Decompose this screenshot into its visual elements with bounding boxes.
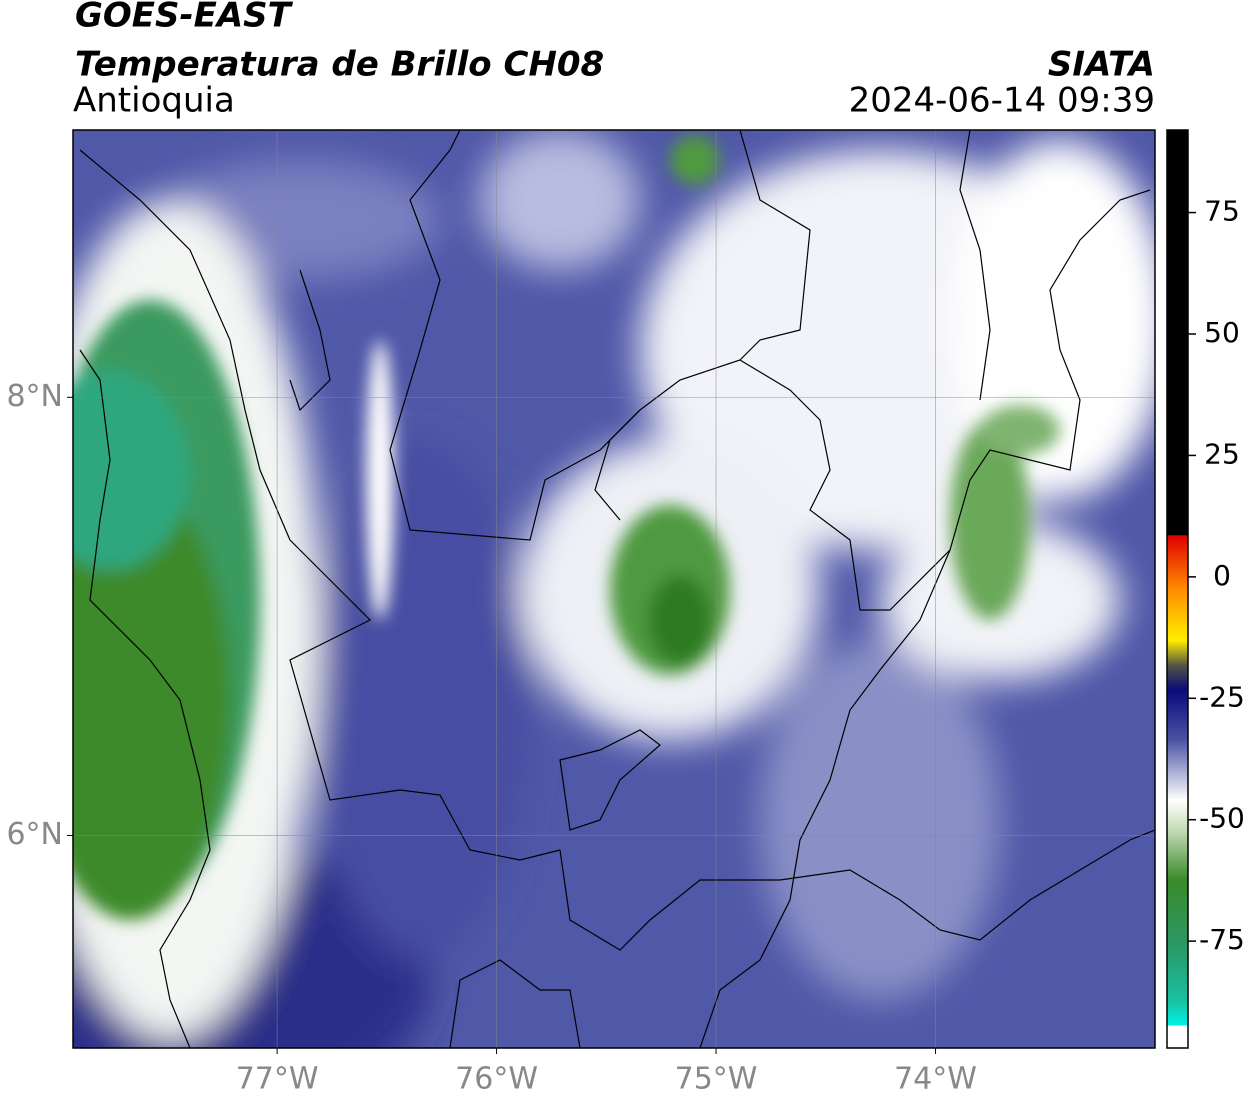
map-frame — [72, 129, 1156, 1049]
colorbar-tick-label: -25 — [1199, 680, 1245, 713]
colorbar-tick-label: 75 — [1204, 195, 1240, 228]
colorbar-tick-label: 50 — [1204, 316, 1240, 349]
lat-tick-label: 6°N — [6, 817, 63, 852]
lon-tick-label: 76°W — [455, 1062, 538, 1097]
agency-label: SIATA — [1048, 45, 1155, 85]
region-label: Antioquia — [73, 81, 235, 121]
colorbar-tick-label: -75 — [1199, 923, 1245, 956]
colorbar — [1166, 129, 1189, 1049]
satellite-field — [73, 130, 1155, 1048]
colorbar-tick-label: -50 — [1199, 802, 1245, 835]
lon-tick-label: 77°W — [236, 1062, 319, 1097]
lon-tick-label: 74°W — [894, 1062, 977, 1097]
source-title: GOES-EAST — [75, 0, 294, 36]
lon-tick-label: 75°W — [675, 1062, 758, 1097]
timestamp: 2024-06-14 09:39 — [849, 81, 1155, 121]
product-title: Temperatura de Brillo CH08 — [75, 45, 604, 85]
borders — [79, 130, 1155, 1048]
lat-tick-label: 8°N — [6, 379, 63, 414]
colorbar-tick-label: 0 — [1213, 559, 1231, 592]
colorbar-tick-label: 25 — [1204, 437, 1240, 470]
